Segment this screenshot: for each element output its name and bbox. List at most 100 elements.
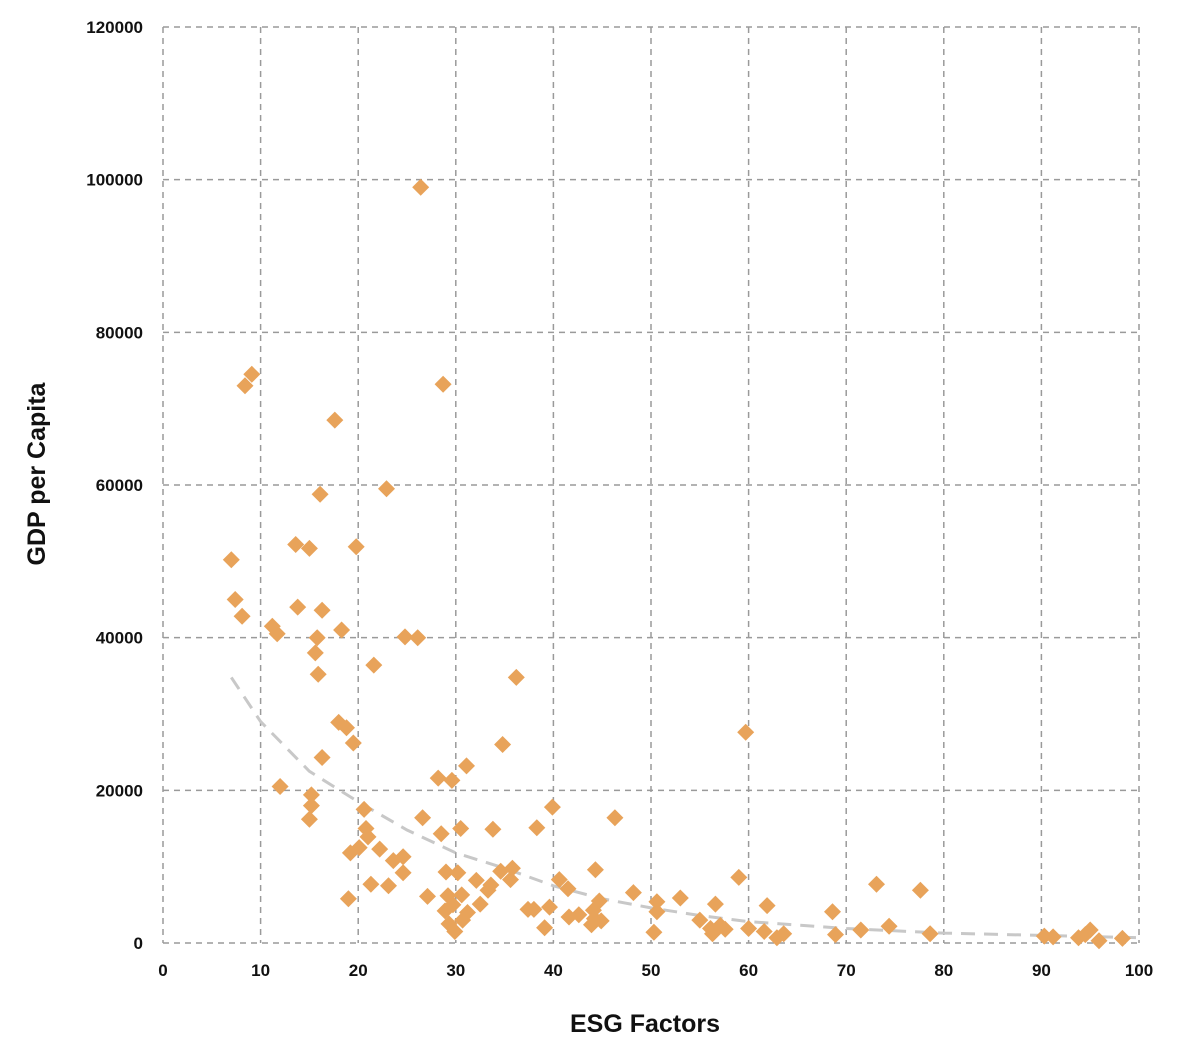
x-axis-title: ESG Factors (570, 1010, 720, 1038)
y-tick-label-3: 60000 (96, 476, 143, 495)
data-point-96 (706, 895, 724, 913)
data-point-114 (1044, 928, 1062, 946)
data-point-55 (449, 864, 467, 882)
trendline (230, 676, 1140, 940)
x-tick-label-2: 20 (349, 961, 368, 980)
x-tick-label-9: 90 (1032, 961, 1051, 980)
data-point-106 (824, 903, 841, 921)
data-point-36 (380, 877, 397, 895)
y-tick-label-4: 80000 (96, 323, 143, 342)
data-point-10 (300, 539, 318, 557)
y-tick-label-2: 40000 (96, 629, 143, 648)
data-point-77 (550, 871, 568, 889)
data-point-111 (911, 881, 929, 899)
data-point-72 (525, 900, 543, 918)
data-point-9 (289, 598, 307, 616)
data-point-11 (300, 810, 318, 828)
data-point-61 (467, 871, 485, 889)
data-point-52 (443, 771, 461, 789)
data-point-19 (313, 749, 331, 766)
data-point-117 (1081, 921, 1099, 939)
data-point-46 (432, 825, 450, 843)
data-point-70 (507, 668, 525, 686)
x-tick-label-5: 50 (642, 961, 661, 980)
data-point-90 (648, 903, 666, 921)
data-point-24 (339, 890, 357, 908)
data-point-45 (429, 769, 447, 787)
y-axis-title: GDP per Capita (23, 381, 51, 565)
data-point-32 (362, 875, 380, 893)
data-point-31 (359, 828, 377, 846)
data-point-23 (338, 719, 355, 737)
data-point-35 (378, 480, 395, 498)
data-point-44 (419, 887, 436, 905)
data-point-16 (309, 665, 327, 683)
data-point-84 (586, 861, 604, 879)
y-tick-label-5: 100000 (86, 171, 143, 190)
data-point-64 (482, 876, 500, 894)
x-tick-label-7: 70 (837, 961, 856, 980)
data-point-73 (528, 819, 546, 837)
y-tick-label-1: 20000 (96, 781, 143, 800)
data-point-93 (691, 911, 709, 929)
data-point-2 (233, 607, 251, 625)
data-point-0 (222, 551, 240, 569)
data-point-103 (758, 897, 776, 915)
data-point-67 (494, 736, 512, 753)
data-point-98 (716, 920, 734, 938)
data-point-53 (444, 896, 462, 914)
data-point-43 (414, 809, 432, 827)
data-point-33 (365, 656, 383, 674)
data-point-68 (502, 871, 519, 889)
data-point-40 (396, 628, 414, 646)
data-point-85 (590, 892, 608, 910)
data-point-26 (344, 734, 362, 752)
data-point-38 (394, 848, 412, 866)
data-point-14 (306, 644, 324, 662)
data-point-60 (459, 904, 476, 921)
data-point-12 (302, 786, 320, 804)
data-point-69 (503, 859, 521, 877)
x-tick-label-1: 10 (251, 961, 270, 980)
y-tick-label-0: 0 (134, 934, 143, 953)
data-point-42 (412, 178, 430, 196)
data-point-20 (326, 411, 344, 429)
data-point-101 (740, 920, 758, 937)
data-point-92 (671, 889, 689, 907)
data-point-18 (313, 601, 331, 619)
data-point-99 (730, 868, 748, 886)
data-point-112 (921, 925, 939, 943)
data-point-91 (648, 893, 666, 911)
data-points (222, 178, 1131, 950)
grid-lines (162, 26, 1140, 944)
x-tick-label-6: 60 (739, 961, 758, 980)
data-point-28 (350, 839, 368, 857)
data-point-27 (347, 538, 365, 556)
data-point-57 (453, 886, 471, 904)
data-point-49 (437, 863, 455, 881)
tick-labels: 0 10 20 30 40 50 60 70 80 90 100 0 20000 40000 60000 80… (86, 18, 1153, 980)
data-point-8 (287, 536, 305, 553)
data-point-118 (1090, 932, 1108, 950)
data-point-4 (243, 365, 261, 383)
data-point-109 (868, 875, 885, 893)
x-tick-label-3: 30 (446, 961, 465, 980)
data-point-13 (302, 797, 320, 815)
data-point-88 (624, 884, 642, 902)
x-tick-label-4: 40 (544, 961, 563, 980)
data-point-110 (880, 917, 898, 935)
x-tick-label-0: 0 (158, 961, 167, 980)
data-point-86 (592, 912, 610, 930)
data-point-6 (268, 625, 286, 643)
data-point-80 (570, 906, 588, 924)
data-point-62 (471, 895, 489, 913)
data-point-78 (559, 880, 577, 898)
data-point-76 (543, 798, 561, 816)
data-point-39 (394, 864, 412, 882)
data-point-75 (541, 898, 558, 916)
y-tick-label-6: 120000 (86, 18, 143, 37)
data-point-47 (434, 375, 452, 393)
data-point-100 (737, 723, 755, 741)
data-point-54 (446, 923, 464, 940)
